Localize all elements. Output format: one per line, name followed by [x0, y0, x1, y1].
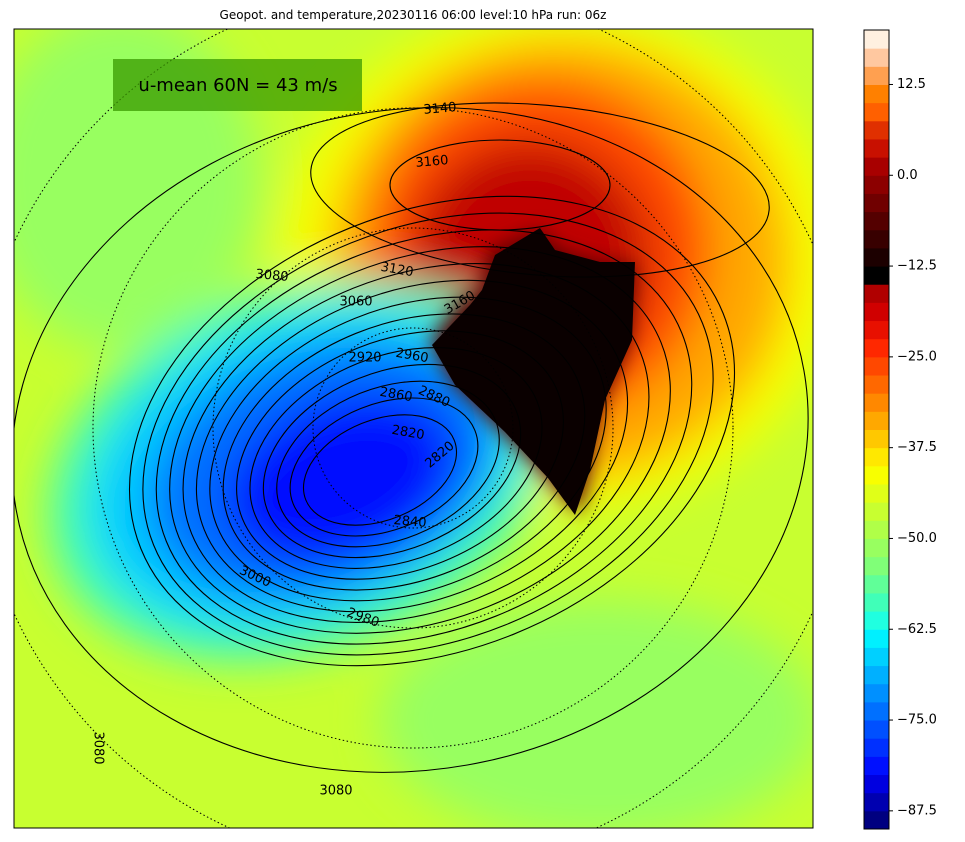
colorbar-band	[864, 66, 889, 85]
colorbar-band	[864, 611, 889, 630]
colorbar-band	[864, 229, 889, 249]
contour-label: 2920	[348, 351, 381, 366]
contour-line	[262, 363, 522, 559]
colorbar-band	[864, 465, 889, 485]
colorbar: −87.5 −75.0 −62.5 −50.0 −37.5 −25.0 −12.5 0.0 12…	[863, 29, 937, 830]
colorbar-band	[864, 266, 889, 285]
contour-label: 3160	[415, 153, 449, 171]
colorbar-band	[864, 738, 889, 757]
annotation-box	[113, 59, 362, 111]
colorbar-band	[864, 338, 889, 358]
colorbar-band	[864, 574, 889, 594]
contour-line	[169, 246, 671, 634]
colorbar-band	[864, 48, 889, 67]
contour-line	[302, 414, 458, 526]
colorbar-tick-label: −37.5	[897, 440, 937, 455]
colorbar-band	[864, 629, 889, 648]
colorbar-band	[864, 592, 889, 612]
colorbar-tick-label: −50.0	[897, 531, 937, 546]
colorbar-band	[864, 556, 889, 576]
colorbar-band	[864, 138, 889, 158]
colorbar-band	[864, 84, 889, 104]
colorbar-band	[864, 483, 889, 503]
colorbar-band	[864, 647, 889, 667]
contour-label: 3080	[91, 731, 106, 764]
colorbar-band	[864, 375, 889, 394]
colorbar-band	[864, 175, 889, 194]
colorbar-tick-label: −12.5	[897, 259, 937, 274]
contour-label: 3060	[339, 295, 372, 310]
contour-line	[236, 330, 564, 580]
contour-label: 2820	[390, 423, 425, 444]
contour-label: 3080	[319, 784, 352, 799]
colorbar-tick-label: −62.5	[897, 622, 937, 637]
colorbar-band	[864, 720, 889, 739]
colorbar-band	[864, 756, 889, 776]
contour-label: 2860	[378, 385, 413, 406]
colorbar-band	[864, 502, 889, 521]
colorbar-tick-label: 12.5	[897, 77, 926, 92]
colorbar-band	[864, 356, 889, 376]
contour-label: 2960	[394, 346, 429, 367]
colorbar-band	[864, 320, 889, 340]
title: Geopot. and temperature,20230116 06:00 l…	[220, 8, 607, 22]
contour-line	[289, 397, 479, 537]
colorbar-band	[864, 247, 889, 267]
contour-line	[276, 380, 500, 548]
colorbar-band	[864, 665, 889, 685]
colorbar-band	[864, 284, 889, 303]
colorbar-band	[864, 30, 889, 49]
colorbar-band	[864, 701, 889, 721]
colorbar-frame	[863, 29, 890, 830]
colorbar-band	[864, 683, 889, 703]
contour-line	[182, 263, 650, 623]
contour-label: 3120	[379, 260, 414, 281]
colorbar-band	[864, 211, 889, 231]
colorbar-band	[864, 411, 889, 430]
colorbar-band	[864, 102, 889, 122]
contour-line	[128, 195, 736, 667]
contour-line	[142, 212, 714, 656]
colorbar-tick-label: −25.0	[897, 349, 937, 364]
map-frame	[13, 28, 814, 829]
colorbar-band	[864, 520, 889, 539]
contour-label: 3080	[255, 267, 289, 285]
colorbar-band	[864, 429, 889, 449]
colorbar-tick-label: −75.0	[897, 713, 937, 728]
colorbar-band	[864, 157, 889, 176]
colorbar-band	[864, 792, 889, 812]
colorbar-band	[864, 447, 889, 467]
contour-label: 2840	[393, 513, 427, 531]
colorbar-band	[864, 193, 889, 213]
contour-line	[155, 229, 693, 645]
colorbar-tick-label: 0.0	[897, 168, 918, 183]
contour-label: 3140	[423, 100, 457, 118]
colorbar-tick-label: −87.5	[897, 803, 937, 818]
annotation: u-mean 60N = 43 m/s	[138, 75, 337, 96]
colorbar-band	[864, 393, 889, 412]
contour-line	[195, 279, 629, 613]
contour-line	[209, 296, 607, 602]
colorbar-band	[864, 810, 889, 830]
contour-line	[222, 313, 586, 591]
contour-line	[249, 347, 543, 569]
colorbar-band	[864, 302, 889, 322]
colorbar-band	[864, 538, 889, 558]
colorbar-band	[864, 774, 889, 794]
colorbar-band	[864, 120, 889, 140]
